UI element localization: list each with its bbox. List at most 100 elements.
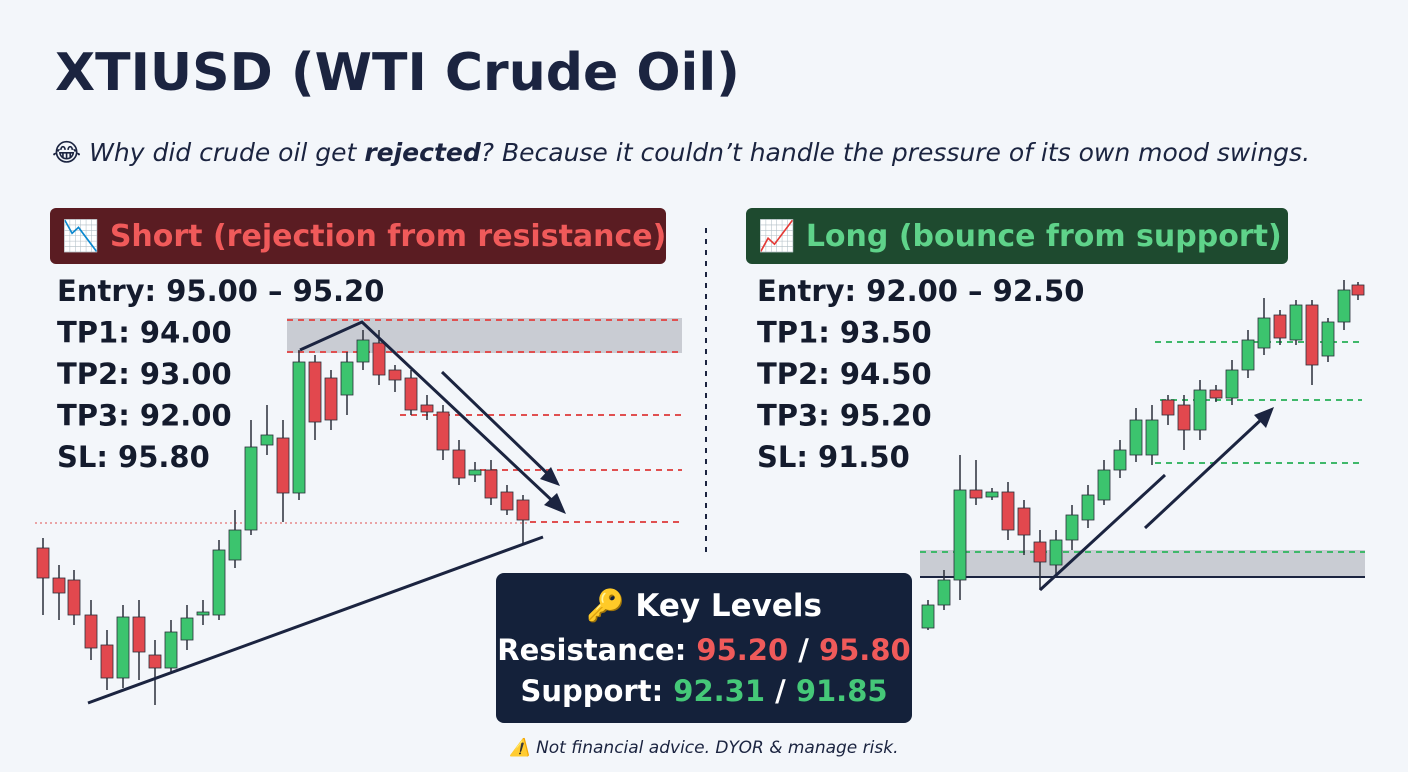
footer: ⚠️ Not financial advice. DYOR & manage r… — [509, 737, 898, 758]
key-title: Key Levels — [635, 588, 822, 624]
level-text: TP1: 94.00 — [57, 316, 232, 350]
candle — [67, 579, 81, 616]
candle — [1321, 321, 1335, 357]
candle — [308, 361, 322, 423]
support-zone — [920, 550, 1365, 577]
levels — [920, 341, 1365, 553]
arrow-head — [540, 467, 560, 486]
candle — [516, 499, 530, 521]
resistance-value: 95.80 — [819, 633, 911, 667]
candle — [1001, 491, 1015, 531]
candle — [1177, 404, 1191, 431]
candles — [921, 280, 1365, 630]
level-text: SL: 95.80 — [57, 440, 210, 474]
short-levels: Entry: 95.00 – 95.20 TP1: 94.00 TP2: 93.00… — [57, 274, 384, 474]
candle — [1305, 304, 1319, 366]
candle — [484, 469, 498, 499]
candle — [36, 547, 50, 579]
level-text: Entry: 92.00 – 92.50 — [757, 274, 1084, 308]
footer-text: Not financial advice. DYOR & manage risk… — [536, 738, 898, 758]
candle — [388, 369, 402, 381]
level-text: TP3: 95.20 — [757, 399, 932, 433]
candle — [468, 469, 482, 476]
resistance-value: 95.20 — [696, 633, 788, 667]
joke: 😂 Why did crude oil get rejected? Becaus… — [52, 138, 1310, 167]
candle — [436, 411, 450, 451]
candle — [292, 361, 306, 494]
candle — [937, 579, 951, 606]
candle — [372, 342, 386, 376]
level-text: TP2: 93.00 — [57, 357, 232, 391]
long-badge — [746, 208, 1288, 264]
candle — [1145, 419, 1159, 456]
candles — [36, 330, 530, 705]
joke-text: ? Because it couldn’t handle the pressur… — [481, 138, 1310, 167]
resistance-label: Resistance: — [497, 633, 686, 667]
candle — [228, 529, 242, 561]
candle — [1209, 389, 1223, 399]
level-text: Entry: 95.00 – 95.20 — [57, 274, 384, 308]
candle — [1225, 369, 1239, 399]
short-chart — [35, 318, 682, 705]
candle — [1351, 284, 1365, 296]
candle — [1113, 449, 1127, 471]
candle — [1049, 539, 1063, 566]
candle — [1081, 494, 1095, 521]
key-icon: 🔑 — [586, 586, 625, 624]
arrow — [1143, 415, 1266, 530]
candle — [1273, 314, 1287, 339]
support-value: 92.31 — [673, 674, 765, 708]
candle — [52, 577, 66, 594]
resistance-zone — [287, 318, 682, 353]
arrow-head — [1254, 407, 1274, 428]
candle — [276, 437, 290, 494]
long-chart — [920, 280, 1365, 630]
candle — [1129, 419, 1143, 456]
joke-bold: rejected — [364, 138, 482, 167]
level-text: TP2: 94.50 — [757, 357, 932, 391]
joke-icon: 😂 — [52, 138, 81, 167]
candle — [164, 631, 178, 669]
long-label: 📈 Long (bounce from support) — [758, 218, 1282, 254]
level-text: SL: 91.50 — [757, 440, 910, 474]
candle — [148, 654, 162, 669]
candle — [921, 604, 935, 629]
candle — [452, 449, 466, 479]
support-line: Support: 92.31 / 91.85 — [520, 674, 887, 708]
short-label: 📉 Short (rejection from resistance) — [62, 218, 666, 254]
candle — [1161, 399, 1175, 416]
candle — [1241, 339, 1255, 371]
candle — [212, 549, 226, 616]
support-value: 91.85 — [796, 674, 888, 708]
candle — [1289, 304, 1303, 341]
arrow — [440, 370, 554, 480]
candle — [1033, 541, 1047, 563]
trend-line — [1038, 473, 1167, 592]
level-text: TP3: 92.00 — [57, 399, 232, 433]
short-icon: 📉 — [62, 218, 99, 254]
candle — [260, 434, 274, 446]
candle — [132, 616, 146, 653]
candle — [1337, 289, 1351, 323]
key-levels-box — [496, 573, 912, 723]
candle — [116, 616, 130, 679]
arrow — [299, 320, 562, 510]
candle — [340, 361, 354, 396]
footer-icon: ⚠️ — [509, 737, 534, 758]
resistance-line: Resistance: 95.20 / 95.80 — [497, 633, 910, 667]
candle — [969, 489, 983, 499]
candle — [985, 491, 999, 498]
key-levels-title: 🔑 Key Levels — [586, 586, 822, 624]
candle — [324, 377, 338, 421]
candle — [500, 491, 514, 511]
long-levels: Entry: 92.00 – 92.50 TP1: 93.50 TP2: 94.50… — [757, 274, 1084, 474]
candle — [420, 404, 434, 413]
support-label: Support: — [520, 674, 663, 708]
short-badge — [50, 208, 666, 264]
level-text: TP1: 93.50 — [757, 316, 932, 350]
joke-text: Why did crude oil get — [89, 138, 364, 167]
candle — [84, 614, 98, 649]
candle — [953, 489, 967, 581]
separator: / — [775, 674, 786, 708]
